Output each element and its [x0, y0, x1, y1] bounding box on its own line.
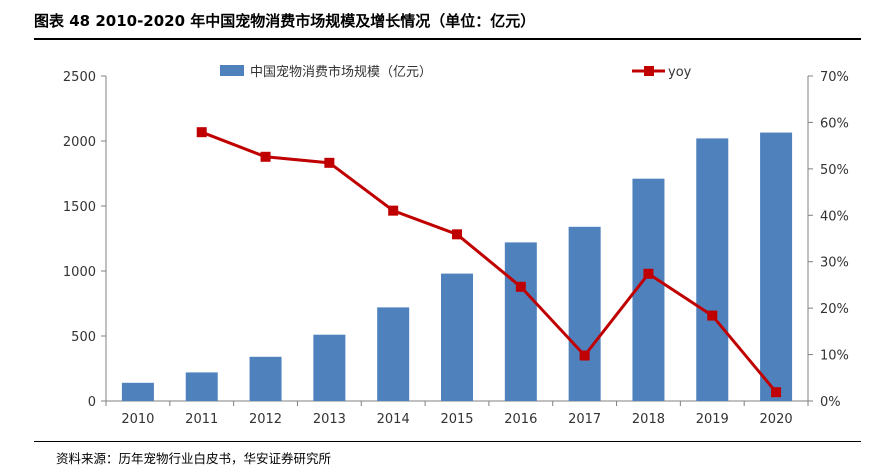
legend-line-label: yoy: [668, 65, 692, 80]
left-tick-label: 2000: [63, 135, 96, 150]
bar: [377, 307, 410, 401]
yoy-point: [771, 387, 782, 398]
right-tick-label: 40%: [820, 209, 849, 224]
x-tick-label: 2020: [760, 412, 793, 427]
yoy-point: [196, 127, 207, 138]
x-tick-label: 2019: [696, 412, 729, 427]
chart-axes: 0 500 1000 1500 2000 2500 0% 10% 20% 30% 40% 50% 60%…: [63, 70, 849, 427]
x-tick-label: 2017: [568, 412, 601, 427]
yoy-point: [707, 310, 718, 321]
footer-divider: [34, 441, 861, 442]
yoy-point: [452, 229, 462, 240]
x-tick-label: 2018: [632, 412, 665, 427]
bar: [185, 372, 218, 401]
left-tick-label: 1000: [63, 265, 96, 280]
yoy-point: [324, 157, 335, 168]
bar: [696, 138, 729, 401]
x-tick-label: 2012: [249, 412, 282, 427]
left-tick-label: 0: [88, 395, 96, 410]
x-tick-label: 2015: [440, 412, 473, 427]
x-tick-label: 2013: [313, 412, 346, 427]
legend-bar-label: 中国宠物消费市场规模（亿元）: [250, 64, 432, 80]
bar: [121, 382, 154, 401]
bar: [249, 356, 282, 401]
title-divider: [34, 38, 861, 40]
yoy-point: [515, 281, 526, 292]
right-tick-label: 50%: [820, 163, 849, 178]
right-tick-label: 70%: [820, 70, 849, 85]
legend-line-marker: [644, 66, 654, 76]
left-tick-label: 500: [71, 330, 96, 345]
figure-title: 图表 48 2010-2020 年中国宠物消费市场规模及增长情况（单位：亿元）: [34, 12, 536, 30]
bar: [504, 242, 537, 401]
right-tick-label: 20%: [820, 302, 849, 317]
bar: [760, 132, 793, 402]
yoy-point: [643, 268, 654, 279]
right-tick-label: 0%: [820, 395, 841, 410]
x-tick-label: 2014: [377, 412, 410, 427]
line-series: [196, 127, 782, 398]
right-tick-label: 30%: [820, 256, 849, 271]
yoy-point: [388, 205, 399, 216]
right-tick-label: 10%: [820, 349, 849, 364]
yoy-point: [260, 151, 271, 162]
left-tick-label: 2500: [63, 70, 96, 85]
chart-legend: 中国宠物消费市场规模（亿元） yoy: [220, 64, 692, 80]
legend-bar-swatch: [220, 65, 244, 76]
x-tick-label: 2010: [121, 412, 154, 427]
bar: [568, 226, 601, 401]
yoy-point: [579, 350, 590, 361]
yoy-line: [201, 130, 778, 394]
bar: [313, 334, 346, 401]
x-tick-label: 2016: [504, 412, 537, 427]
x-tick-label: 2011: [185, 412, 218, 427]
left-tick-label: 1500: [63, 200, 96, 215]
bar: [441, 273, 473, 401]
right-tick-label: 60%: [820, 116, 849, 131]
bar-series: [121, 132, 793, 402]
source-note: 资料来源：历年宠物行业白皮书，华安证券研究所: [56, 451, 332, 466]
